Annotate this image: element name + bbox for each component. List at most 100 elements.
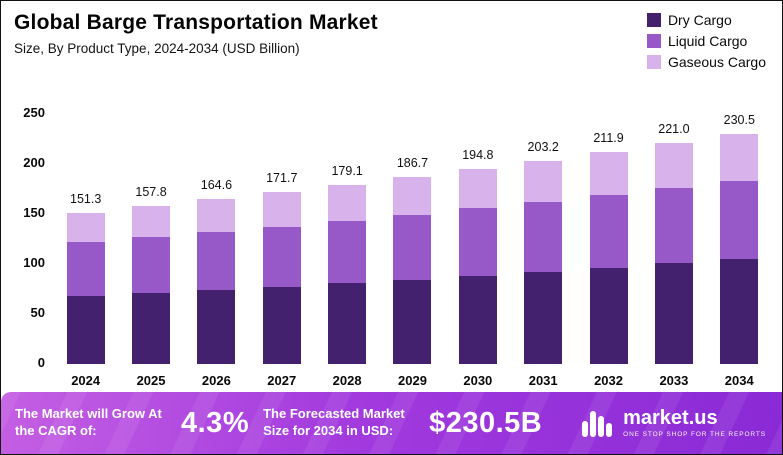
brand-tagline: ONE STOP SHOP FOR THE REPORTS <box>623 431 766 438</box>
header: Global Barge Transportation Market Size,… <box>1 1 782 70</box>
bar-group: 171.7 2027 <box>260 171 304 390</box>
bar-group: 230.5 2034 <box>717 113 761 391</box>
legend-swatch <box>646 55 661 69</box>
bar-total-label: 164.6 <box>200 178 233 193</box>
bar-total-label: 151.3 <box>70 191 102 206</box>
bar-stack <box>393 177 432 364</box>
legend-swatch <box>646 13 661 27</box>
bar-segment-dry-cargo <box>66 296 105 364</box>
bar-total-label: 221.0 <box>658 122 690 136</box>
bar-segment-gaseous-cargo <box>393 177 432 215</box>
bar-total-label: 179.1 <box>331 163 363 178</box>
bar-stack <box>524 160 563 364</box>
bar-group: 211.9 2032 <box>587 131 631 390</box>
bar-segment-gaseous-cargo <box>197 199 236 232</box>
bar-group: 221.0 2033 <box>652 122 696 390</box>
x-tick-label: 2026 <box>201 373 231 388</box>
bar-total-label: 186.7 <box>396 156 429 171</box>
bar-segment-gaseous-cargo <box>720 133 759 181</box>
forecast-label: The Forecasted Market Size for 2034 in U… <box>263 406 405 438</box>
bar-group: 179.1 2028 <box>325 164 369 390</box>
bar-total-label: 203.2 <box>527 139 559 154</box>
x-tick-label: 2027 <box>267 373 297 388</box>
bar-stack <box>654 143 693 364</box>
bar-stack <box>720 133 759 364</box>
bar-total-label: 171.7 <box>266 171 298 186</box>
bar-stack <box>328 184 367 364</box>
bar-segment-gaseous-cargo <box>132 206 171 237</box>
y-tick-label: 50 <box>30 305 45 320</box>
bar-segment-dry-cargo <box>262 286 301 364</box>
y-tick-label: 150 <box>23 205 45 220</box>
bar-stack <box>262 192 301 364</box>
bar-total-label: 194.8 <box>462 148 494 163</box>
x-tick-label: 2030 <box>463 373 493 388</box>
x-tick-label: 2028 <box>332 373 362 388</box>
bar-segment-dry-cargo <box>328 283 367 364</box>
bar-group: 203.2 2031 <box>521 140 565 390</box>
y-tick-label: 100 <box>23 255 45 270</box>
footer-banner: The Market will Grow At the CAGR of: 4.3… <box>1 392 782 454</box>
bar-segment-dry-cargo <box>654 263 693 364</box>
x-tick-label: 2033 <box>659 373 689 388</box>
bar-segment-gaseous-cargo <box>262 192 301 227</box>
bar-segment-gaseous-cargo <box>589 152 628 195</box>
x-tick-label: 2032 <box>594 373 623 388</box>
bar-segment-liquid-cargo <box>720 181 759 259</box>
bar-group: 186.7 2029 <box>390 156 434 390</box>
bar-total-label: 230.5 <box>723 112 755 127</box>
brand-wave-icon <box>581 409 615 437</box>
brand-text: market.us ONE STOP SHOP FOR THE REPORTS <box>623 408 766 438</box>
bar-group: 151.3 2024 <box>64 192 108 390</box>
cagr-label: The Market will Grow At the CAGR of: <box>15 406 162 438</box>
y-tick-label: 0 <box>37 355 45 370</box>
bar-segment-dry-cargo <box>197 290 236 364</box>
x-tick-label: 2024 <box>71 373 101 388</box>
bar-total-label: 211.9 <box>593 131 624 146</box>
bar-segment-liquid-cargo <box>132 237 171 293</box>
bar-stack <box>458 169 497 364</box>
legend-label: Gaseous Cargo <box>667 54 766 70</box>
header-text: Global Barge Transportation Market Size,… <box>14 11 378 70</box>
y-tick-label: 250 <box>23 105 45 120</box>
plot-area: 151.3 2024 157.8 2025 164.6 2026 171.7 2027 179.… <box>53 70 772 390</box>
bar-stack <box>197 199 236 364</box>
legend-item: Liquid Cargo <box>646 33 766 49</box>
bar-segment-liquid-cargo <box>524 201 563 272</box>
legend-label: Liquid Cargo <box>667 33 748 49</box>
bar-stack <box>589 152 628 364</box>
bar-segment-dry-cargo <box>524 271 563 364</box>
bar-segment-dry-cargo <box>589 267 628 364</box>
x-tick-label: 2025 <box>136 373 166 388</box>
bar-stack <box>132 206 171 364</box>
bar-segment-gaseous-cargo <box>66 212 105 242</box>
bar-segment-liquid-cargo <box>66 242 105 296</box>
legend-swatch <box>646 34 661 48</box>
x-tick-label: 2034 <box>724 373 754 388</box>
cagr-value: 4.3% <box>181 406 250 439</box>
forecast-value: $230.5B <box>429 406 543 439</box>
bar-segment-dry-cargo <box>458 275 497 364</box>
bar-segment-liquid-cargo <box>458 208 497 276</box>
bar-segment-gaseous-cargo <box>524 160 563 202</box>
legend: Dry Cargo Liquid Cargo Gaseous Cargo <box>646 11 770 70</box>
bar-segment-dry-cargo <box>720 258 759 364</box>
bar-group: 194.8 2030 <box>456 148 500 390</box>
bar-segment-gaseous-cargo <box>328 184 367 221</box>
bar-segment-liquid-cargo <box>197 232 236 290</box>
legend-item: Dry Cargo <box>646 12 766 28</box>
bar-group: 164.6 2026 <box>194 178 238 390</box>
bars: 151.3 2024 157.8 2025 164.6 2026 171.7 2027 179.… <box>53 70 772 390</box>
legend-item: Gaseous Cargo <box>646 54 766 70</box>
bar-segment-gaseous-cargo <box>458 169 497 208</box>
bar-segment-dry-cargo <box>393 279 432 364</box>
y-axis: 0 50 100 150 200 250 <box>7 70 53 390</box>
bar-segment-liquid-cargo <box>393 214 432 280</box>
chart: 0 50 100 150 200 250 151.3 2024 157.8 2025 164.6 2… <box>1 70 782 392</box>
legend-label: Dry Cargo <box>667 12 732 28</box>
bar-segment-gaseous-cargo <box>654 143 693 188</box>
brand-logo: market.us ONE STOP SHOP FOR THE REPORTS <box>581 408 766 438</box>
x-tick-label: 2029 <box>398 373 427 388</box>
bar-segment-liquid-cargo <box>262 226 301 287</box>
